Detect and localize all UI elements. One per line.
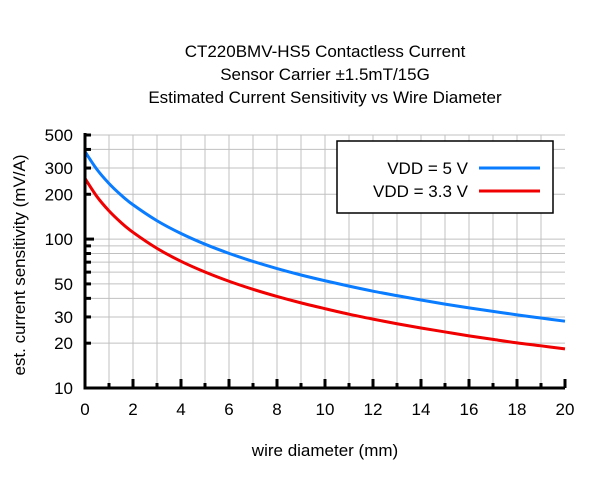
y-tick-label: 10 bbox=[54, 379, 73, 398]
y-tick-label: 500 bbox=[45, 126, 73, 145]
legend: VDD = 5 V VDD = 3.3 V bbox=[336, 140, 554, 214]
x-tick-label: 12 bbox=[364, 400, 383, 419]
legend-box bbox=[336, 140, 554, 214]
legend-label-vdd33: VDD = 3.3 V bbox=[373, 182, 469, 201]
x-tick-label: 0 bbox=[80, 400, 89, 419]
y-tick-label: 30 bbox=[54, 308, 73, 327]
y-tick-label: 200 bbox=[45, 185, 73, 204]
x-tick-label: 20 bbox=[556, 400, 575, 419]
x-tick-label: 16 bbox=[460, 400, 479, 419]
tick-labels: 0 2 4 6 8 10 12 14 16 18 20 10 20 30 50 100 200 300 500 bbox=[45, 126, 575, 419]
x-tick-label: 6 bbox=[224, 400, 233, 419]
x-tick-label: 8 bbox=[272, 400, 281, 419]
chart-title: CT220BMV-HS5 Contactless Current Sensor … bbox=[148, 42, 502, 107]
series-line-vdd5 bbox=[83, 150, 566, 323]
y-tick-label: 50 bbox=[54, 275, 73, 294]
y-tick-label: 100 bbox=[45, 230, 73, 249]
title-line-1: CT220BMV-HS5 Contactless Current bbox=[185, 42, 466, 61]
y-axis-label: est. current sensitivity (mV/A) bbox=[10, 154, 29, 375]
x-tick-label: 10 bbox=[316, 400, 335, 419]
y-tick-label: 20 bbox=[54, 334, 73, 353]
legend-label-vdd5: VDD = 5 V bbox=[387, 159, 468, 178]
y-tick-label: 300 bbox=[45, 159, 73, 178]
x-axis-label: wire diameter (mm) bbox=[251, 441, 398, 460]
title-line-2: Sensor Carrier ±1.5mT/15G bbox=[220, 65, 430, 84]
title-line-3: Estimated Current Sensitivity vs Wire Di… bbox=[148, 88, 502, 107]
series-line-vdd33 bbox=[83, 177, 566, 351]
series-lines bbox=[83, 150, 566, 351]
x-tick-label: 2 bbox=[128, 400, 137, 419]
x-tick-label: 18 bbox=[508, 400, 527, 419]
x-tick-label: 4 bbox=[176, 400, 185, 419]
axes bbox=[83, 133, 567, 390]
x-tick-label: 14 bbox=[412, 400, 431, 419]
